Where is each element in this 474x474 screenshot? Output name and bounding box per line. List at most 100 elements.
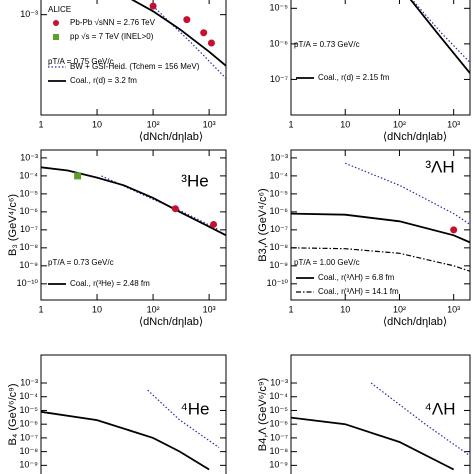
panel: 10⁻³ 10⁻⁴ 10⁻⁵ 10⁻⁶ 10⁻⁷ 10⁻⁸ 10⁻⁹ 10⁻¹⁰ 1 10 10² 1… <box>7 149 227 328</box>
x-tick-label: 1 <box>38 304 43 314</box>
x-tick-label: 1 <box>288 304 293 314</box>
data-line <box>152 5 226 79</box>
plot-area <box>130 0 226 79</box>
y-tick-label: 10⁻⁷ <box>270 432 288 442</box>
data-line <box>370 382 470 457</box>
data-line <box>130 0 226 67</box>
y-tick-label: 10⁻⁷ <box>20 224 38 234</box>
plot-frame <box>290 354 471 474</box>
plot-area <box>409 0 470 74</box>
x-tick-label: 10³ <box>447 304 460 314</box>
data-point <box>149 2 157 10</box>
y-axis-title: B₃ (GeV⁴/c⁶) <box>7 194 19 256</box>
y-tick-label: 10⁻⁵ <box>270 3 289 13</box>
panel: 10⁻³ 1 10 10² 10³⟨dNch/dηlab⟩ pT/A = 0.75 GeV… <box>20 0 227 143</box>
x-tick-label: 1 <box>38 119 43 129</box>
y-tick-label: 10⁻⁶ <box>20 206 39 216</box>
data-line <box>409 0 470 74</box>
y-tick-label: 10⁻³ <box>270 377 288 387</box>
legend-label: BW + GSI-Heid. (Tchem = 156 MeV) <box>70 62 200 71</box>
plot-area <box>291 162 470 272</box>
y-tick-label: 10⁻⁵ <box>270 188 289 198</box>
y-tick-label: 10⁻⁶ <box>270 419 289 429</box>
data-point <box>171 205 179 213</box>
y-tick-label: 10⁻³ <box>20 9 38 19</box>
legend-label: Pb-Pb √sNN = 2.76 TeV <box>70 18 156 27</box>
x-axis-title: ⟨dNch/dηlab⟩ <box>383 131 447 143</box>
panel: 10⁻³ 10⁻⁴ 10⁻⁵ 10⁻⁶ 10⁻⁷ 10⁻⁸ 10⁻⁹ 10⁻¹⁰ 1 10 10² 1… <box>257 149 471 328</box>
x-tick-label: 10³ <box>203 119 216 129</box>
y-tick-label: 10⁻³ <box>20 152 38 162</box>
legend-title: ALICE <box>48 5 71 14</box>
y-tick-label: 10⁻⁶ <box>270 38 289 48</box>
y-axis-title: B4,Λ (GeV⁶/c⁹) <box>257 378 269 451</box>
annotation: pT/A = 1.00 GeV/c <box>294 258 360 267</box>
y-tick-label: 10⁻⁸ <box>269 446 288 456</box>
plot-frame <box>40 0 227 116</box>
x-tick-label: 10 <box>92 304 102 314</box>
y-tick-label: 10⁻⁹ <box>19 460 38 470</box>
y-tick-label: 10⁻⁴ <box>19 391 38 401</box>
x-tick-label: 10³ <box>203 304 216 314</box>
y-tick-label: 10⁻⁶ <box>270 206 289 216</box>
data-line <box>147 389 220 448</box>
annotation: pT/A = 0.73 GeV/c <box>294 40 360 49</box>
data-point <box>207 39 215 47</box>
x-tick-label: 10 <box>340 119 350 129</box>
y-tick-label: 10⁻⁵ <box>270 405 289 415</box>
panel-label: ⁴He <box>180 399 209 418</box>
y-tick-label: 10⁻⁵ <box>20 405 39 415</box>
data-line <box>41 410 210 471</box>
panel-label: ⁴ΛH <box>425 399 456 418</box>
panel: 10⁻⁵ 10⁻⁶ 10⁻⁷ 1 10 10² 10³⟨dNch/dηlab⟩ pT/A = … <box>270 0 471 143</box>
y-tick-label: 10⁻⁷ <box>20 432 38 442</box>
x-tick-label: 10² <box>393 119 406 129</box>
panel: 10⁻³ 10⁻⁴ 10⁻⁵ 10⁻⁶ 10⁻⁷ 10⁻⁸ 10⁻⁹B4,Λ (GeV⁶/c… <box>257 354 471 474</box>
y-tick-label: 10⁻³ <box>270 152 288 162</box>
data-line <box>291 212 470 244</box>
y-tick-label: 10⁻⁹ <box>19 260 38 270</box>
legend-label: Coal., r(d) = 3.2 fm <box>70 76 137 85</box>
x-tick-label: 10³ <box>447 119 460 129</box>
data-point <box>200 29 208 37</box>
y-tick-label: 10⁻⁷ <box>270 74 288 84</box>
data-point <box>450 226 458 234</box>
x-tick-label: 10² <box>147 304 160 314</box>
plot-area <box>41 389 220 471</box>
panel-label: ³He <box>181 171 208 190</box>
y-tick-label: 10⁻⁹ <box>269 460 288 470</box>
data-line <box>291 416 455 471</box>
y-tick-label: 10⁻⁸ <box>19 446 38 456</box>
legend-label: Coal., r(³ΛH) = 6.8 fm <box>318 273 395 282</box>
y-tick-label: 10⁻⁴ <box>19 170 38 180</box>
x-axis-title: ⟨dNch/dηlab⟩ <box>383 316 447 328</box>
legend-label: Coal., r(³He) = 2.48 fm <box>70 279 150 288</box>
y-tick-label: 10⁻⁷ <box>270 224 288 234</box>
plot-frame <box>290 149 471 301</box>
y-tick-label: 10⁻⁶ <box>20 419 39 429</box>
data-line <box>41 166 226 237</box>
y-tick-label: 10⁻¹⁰ <box>17 278 39 288</box>
legend-label: pp √s = 7 TeV (INEL>0) <box>70 32 154 41</box>
x-tick-label: 1 <box>288 119 293 129</box>
plot-frame <box>40 354 227 474</box>
x-tick-label: 10 <box>92 119 102 129</box>
plot-area <box>41 166 226 237</box>
y-axis-title: B₄ (GeV⁶/c⁹) <box>7 383 19 445</box>
y-tick-label: 10⁻³ <box>20 377 38 387</box>
panel: 10⁻³ 10⁻⁴ 10⁻⁵ 10⁻⁶ 10⁻⁷ 10⁻⁸ 10⁻⁹ B₄ (GeV⁶/c⁹)… <box>7 354 227 474</box>
legend-label: Coal., r(d) = 2.15 fm <box>318 73 390 82</box>
x-axis-title: ⟨dNch/dηlab⟩ <box>139 131 203 143</box>
y-tick-label: 10⁻⁴ <box>269 391 288 401</box>
legend-label: Coal., r(³ΛH) = 14.1 fm <box>318 287 399 296</box>
data-line <box>344 162 470 225</box>
y-tick-label: 10⁻⁵ <box>20 188 39 198</box>
x-tick-label: 10² <box>147 119 160 129</box>
plot-frame <box>40 149 227 301</box>
y-axis-title: B3,Λ (GeV⁴/c⁶) <box>257 188 269 261</box>
y-tick-label: 10⁻⁴ <box>269 170 288 180</box>
x-tick-label: 10² <box>393 304 406 314</box>
data-point <box>183 16 191 24</box>
y-tick-label: 10⁻⁹ <box>269 260 288 270</box>
